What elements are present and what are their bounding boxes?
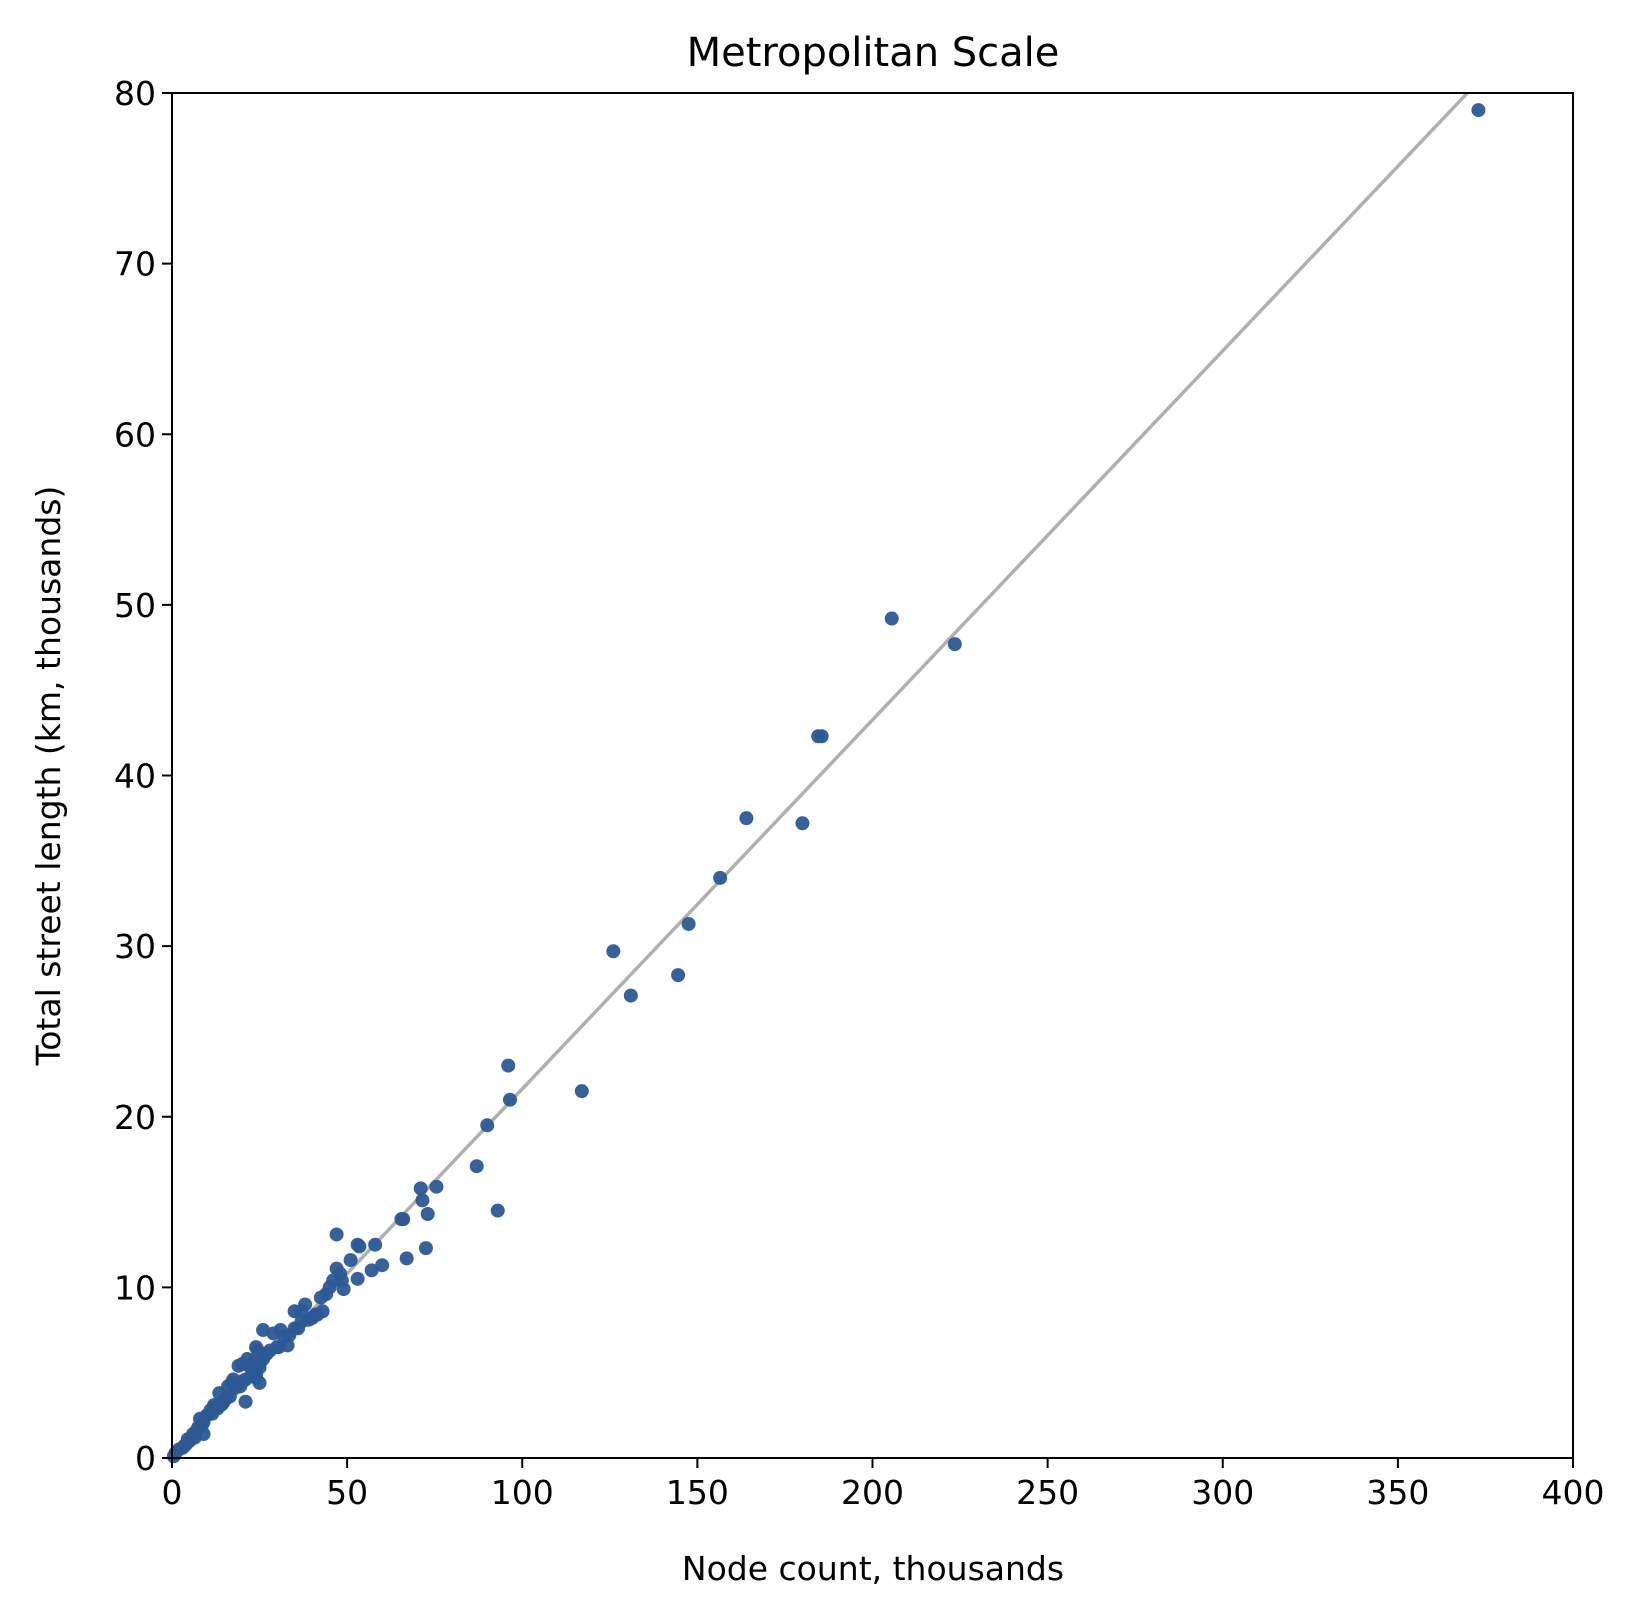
x-tick-label: 0 [162, 1473, 183, 1512]
data-point [291, 1321, 306, 1336]
data-point [238, 1394, 253, 1409]
x-axis-label: Node count, thousands [682, 1549, 1064, 1588]
data-point [301, 1312, 316, 1327]
data-point [352, 1239, 367, 1254]
data-point [231, 1358, 246, 1373]
y-tick-label: 20 [114, 1098, 156, 1137]
data-point [399, 1251, 414, 1266]
data-point [396, 1212, 411, 1227]
data-point [606, 944, 621, 959]
data-point [364, 1263, 379, 1278]
data-point [490, 1203, 505, 1218]
data-point [271, 1340, 286, 1355]
data-point [350, 1271, 365, 1286]
y-tick-label: 40 [114, 757, 156, 796]
y-tick-label: 50 [114, 586, 156, 625]
trend-line [172, 93, 1470, 1458]
data-point [480, 1118, 495, 1133]
x-tick-label: 50 [326, 1473, 368, 1512]
x-tick-label: 350 [1366, 1473, 1429, 1512]
data-point [681, 916, 696, 931]
data-point [298, 1297, 313, 1312]
data-point [418, 1241, 433, 1256]
chart-title: Metropolitan Scale [687, 30, 1060, 76]
y-tick-label: 80 [114, 74, 156, 113]
y-axis: 0 10 20 30 40 50 60 70 80 [114, 74, 172, 1478]
data-point [501, 1058, 516, 1073]
y-tick-label: 30 [114, 927, 156, 966]
y-tick-label: 0 [135, 1439, 156, 1478]
data-point [429, 1179, 444, 1194]
data-point [243, 1369, 258, 1384]
data-point [413, 1181, 428, 1196]
data-point [222, 1389, 237, 1404]
data-point [811, 729, 826, 744]
data-point [247, 1355, 262, 1370]
data-point [259, 1346, 274, 1361]
y-tick-label: 60 [114, 415, 156, 454]
data-point [947, 637, 962, 652]
data-point [739, 811, 754, 826]
x-tick-label: 100 [491, 1473, 554, 1512]
data-point [671, 968, 686, 983]
data-point [343, 1253, 358, 1268]
data-point [502, 1092, 517, 1107]
data-point [329, 1227, 344, 1242]
data-point [469, 1159, 484, 1174]
data-point [336, 1282, 351, 1297]
data-point [368, 1237, 383, 1252]
data-point [1471, 103, 1486, 118]
data-point [574, 1084, 589, 1099]
plot-area [166, 93, 1486, 1464]
y-axis-label: Total street length (km, thousands) [29, 486, 68, 1067]
x-tick-label: 300 [1191, 1473, 1254, 1512]
y-tick-label: 70 [114, 245, 156, 284]
data-point [266, 1326, 281, 1341]
data-point [795, 816, 810, 831]
data-point [315, 1304, 330, 1319]
x-tick-label: 400 [1542, 1473, 1605, 1512]
data-point [884, 611, 899, 626]
data-point [256, 1323, 271, 1338]
data-point [420, 1207, 435, 1222]
data-point [166, 1449, 181, 1464]
data-point [623, 988, 638, 1003]
x-tick-label: 150 [666, 1473, 729, 1512]
plot-frame [171, 92, 1574, 1459]
data-point [375, 1258, 390, 1273]
data-point [180, 1432, 195, 1447]
data-point [313, 1290, 328, 1305]
x-tick-label: 250 [1016, 1473, 1079, 1512]
y-tick-label: 10 [114, 1268, 156, 1307]
x-tick-label: 200 [841, 1473, 904, 1512]
data-point [713, 870, 728, 885]
x-axis: 0 50 100 150 200 250 300 350 400 [162, 1458, 1605, 1512]
data-point [415, 1193, 430, 1208]
